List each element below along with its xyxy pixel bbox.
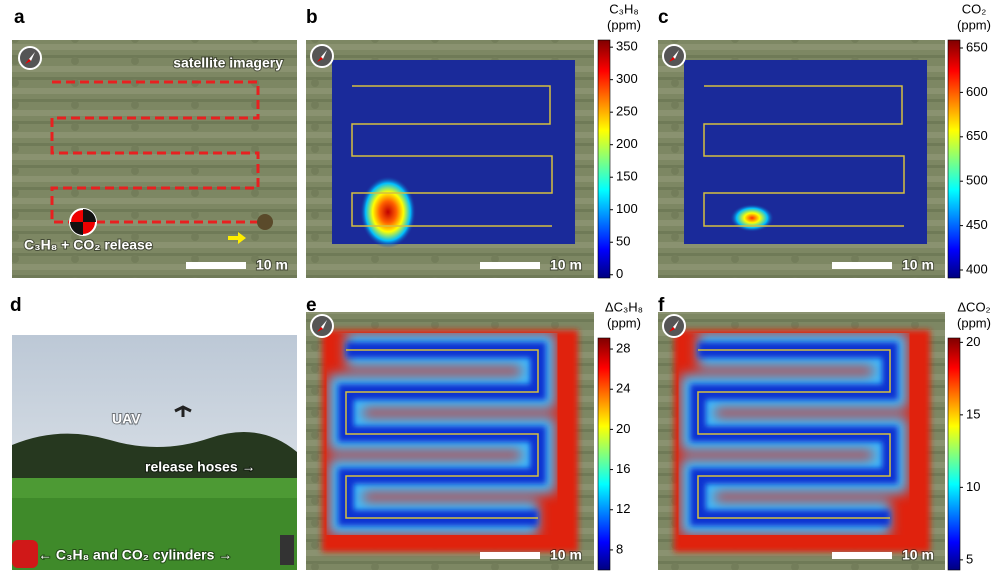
colorbar xyxy=(948,40,960,278)
colorbar-tick-label: 650 xyxy=(966,39,988,54)
uav-icon xyxy=(257,214,273,230)
colorbar-title: ΔC₃H₈ xyxy=(605,299,643,314)
scale-bar xyxy=(480,262,540,269)
scale-bar xyxy=(186,262,246,269)
colorbar xyxy=(948,338,960,570)
colorbar-tick-label: 10 xyxy=(966,479,980,494)
colorbar-unit: (ppm) xyxy=(957,17,991,32)
colorbar-unit: (ppm) xyxy=(607,17,641,32)
colorbar xyxy=(598,40,610,278)
colorbar-tick-label: 450 xyxy=(966,217,988,232)
colorbar-unit: (ppm) xyxy=(607,315,641,330)
plume xyxy=(730,204,774,232)
cylinder xyxy=(280,535,294,565)
panel-label: b xyxy=(306,7,318,28)
panel-label: e xyxy=(306,295,317,316)
compass xyxy=(19,47,41,69)
scale-label: 10 m xyxy=(902,257,934,273)
colorbar-tick-label: 300 xyxy=(616,71,638,86)
colorbar xyxy=(598,338,610,570)
caption: satellite imagery xyxy=(173,55,283,71)
panel-label: c xyxy=(658,7,669,28)
figure: a satellite imagery C₃H₈ + CO₂ release 1… xyxy=(0,0,1001,573)
cylinder xyxy=(12,540,38,568)
colorbar-tick-label: 0 xyxy=(616,266,623,281)
colorbar-tick-label: 15 xyxy=(966,406,980,421)
colorbar-tick-label: 500 xyxy=(966,173,988,188)
caption: release hoses → xyxy=(145,459,256,475)
colorbar-tick-label: 8 xyxy=(616,541,623,556)
grass xyxy=(12,478,297,498)
colorbar-tick-label: 12 xyxy=(616,501,630,516)
caption: UAV xyxy=(112,411,141,427)
colorbar-tick-label: 20 xyxy=(966,334,980,349)
scale-label: 10 m xyxy=(550,547,582,563)
compass xyxy=(663,45,685,67)
colorbar-tick-label: 250 xyxy=(616,104,638,119)
scale-label: 10 m xyxy=(902,547,934,563)
scale-bar xyxy=(832,262,892,269)
panel-label: d xyxy=(10,295,22,316)
colorbar-title: ΔCO₂ xyxy=(957,299,990,314)
compass xyxy=(311,315,333,337)
colorbar-tick-label: 16 xyxy=(616,461,630,476)
colorbar-tick-label: 24 xyxy=(616,381,630,396)
scale-bar xyxy=(832,552,892,559)
colorbar-title: CO₂ xyxy=(962,1,987,16)
colorbar-tick-label: 5 xyxy=(966,551,973,566)
colorbar-tick-label: 200 xyxy=(616,136,638,151)
plume xyxy=(360,176,416,248)
colorbar-tick-label: 350 xyxy=(616,39,638,54)
colorbar-tick-label: 28 xyxy=(616,340,630,355)
compass xyxy=(663,315,685,337)
scale-label: 10 m xyxy=(550,257,582,273)
caption: ← C₃H₈ and CO₂ cylinders → xyxy=(38,547,232,563)
colorbar-tick-label: 650 xyxy=(966,128,988,143)
colorbar-tick-label: 600 xyxy=(966,84,988,99)
heatmap xyxy=(322,330,578,552)
colorbar-tick-label: 20 xyxy=(616,421,630,436)
colorbar-unit: (ppm) xyxy=(957,315,991,330)
colorbar-tick-label: 400 xyxy=(966,261,988,276)
heatmap xyxy=(684,60,927,244)
colorbar-title: C₃H₈ xyxy=(609,1,638,16)
panel-label: a xyxy=(14,7,25,28)
scale-label: 10 m xyxy=(256,257,288,273)
scale-bar xyxy=(480,552,540,559)
compass xyxy=(311,45,333,67)
colorbar-tick-label: 150 xyxy=(616,169,638,184)
caption: C₃H₈ + CO₂ release xyxy=(24,237,153,253)
colorbar-tick-label: 50 xyxy=(616,234,630,249)
panel-label: f xyxy=(658,295,665,316)
heatmap xyxy=(674,330,930,552)
colorbar-tick-label: 100 xyxy=(616,201,638,216)
